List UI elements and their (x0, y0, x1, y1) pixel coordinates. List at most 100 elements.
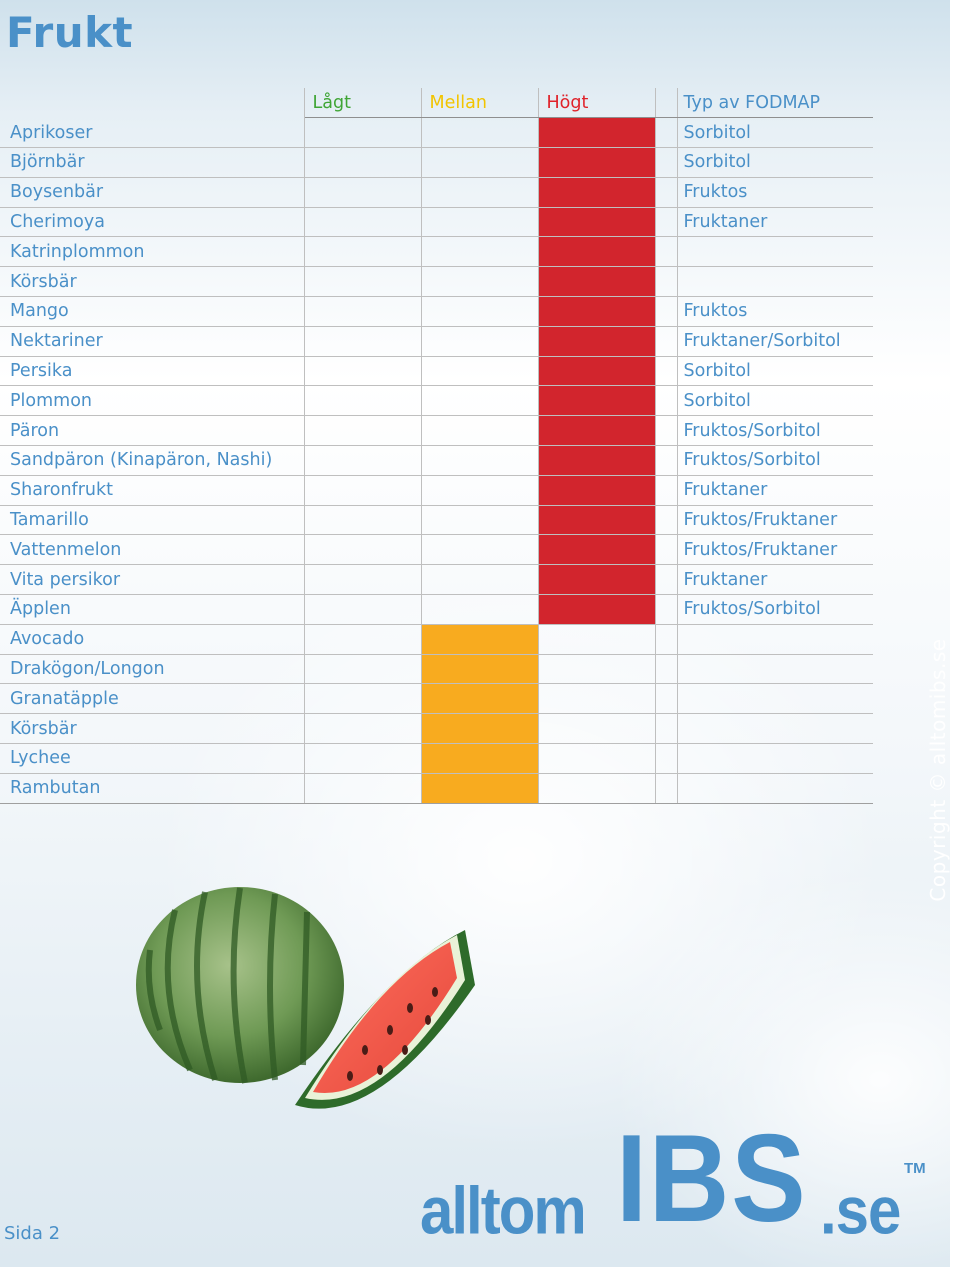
gap-cell (655, 505, 678, 536)
fruit-name-cell: Granatäpple (0, 683, 305, 715)
fruit-name-cell: Cherimoya (0, 207, 305, 238)
gap-cell (655, 415, 678, 447)
level-high-cell (538, 296, 656, 327)
table-row: Plommon Sorbitol (0, 385, 873, 417)
level-low-cell (304, 147, 422, 178)
level-high-cell (538, 207, 656, 238)
level-high-cell (538, 505, 656, 536)
level-high-cell (538, 385, 656, 417)
level-mid-cell (421, 713, 539, 745)
gap-cell (655, 236, 678, 268)
fodmap-type-cell: Sorbitol (677, 147, 873, 178)
table-row: Björnbär Sorbitol (0, 147, 873, 178)
level-mid-cell (421, 624, 539, 655)
fodmap-type-cell: Fruktos/Sorbitol (677, 415, 873, 447)
fruit-name-cell: Avocado (0, 624, 305, 655)
fruit-name-cell: Körsbär (0, 266, 305, 298)
level-low-cell (304, 773, 422, 804)
gap-cell (655, 177, 678, 208)
fruit-name-cell: Persika (0, 356, 305, 387)
level-mid-cell (421, 385, 539, 417)
gap-cell (655, 683, 678, 715)
level-high-cell (538, 236, 656, 268)
gap-cell (655, 534, 678, 566)
level-high-cell (538, 594, 656, 625)
table-row: Körsbär (0, 713, 873, 745)
level-low-cell (304, 713, 422, 745)
table-row: Lychee (0, 743, 873, 774)
fruit-name-cell: Vita persikor (0, 564, 305, 596)
level-low-cell (304, 415, 422, 447)
level-mid-cell (421, 296, 539, 327)
header-name-cell (0, 88, 305, 118)
fodmap-type-cell: Sorbitol (677, 356, 873, 387)
level-high-cell (538, 147, 656, 178)
fodmap-type-cell (677, 624, 873, 655)
table-row: Vattenmelon Fruktos/Fruktaner (0, 534, 873, 566)
fodmap-type-cell: Fruktaner (677, 207, 873, 238)
gap-cell (655, 654, 678, 685)
level-mid-cell (421, 207, 539, 238)
table-row: Boysenbär Fruktos (0, 177, 873, 208)
level-low-cell (304, 445, 422, 476)
gap-cell (655, 385, 678, 417)
fodmap-type-cell (677, 654, 873, 685)
level-low-cell (304, 236, 422, 268)
level-mid-cell (421, 773, 539, 804)
table-row: Drakögon/Longon (0, 654, 873, 685)
table-row: Mango Fruktos (0, 296, 873, 327)
level-mid-cell (421, 683, 539, 715)
level-high-cell (538, 177, 656, 208)
header-mid: Mellan (421, 88, 539, 119)
table-row: Rambutan (0, 773, 873, 804)
fruit-name-cell: Björnbär (0, 147, 305, 178)
fruit-name-cell: Sharonfrukt (0, 475, 305, 506)
level-high-cell (538, 117, 656, 149)
gap-cell (655, 713, 678, 745)
level-mid-cell (421, 743, 539, 774)
fruit-name-cell: Katrinplommon (0, 236, 305, 268)
fodmap-type-cell: Fruktaner/Sorbitol (677, 326, 873, 357)
level-high-cell (538, 415, 656, 447)
fruit-name-cell: Aprikoser (0, 117, 305, 149)
table-row: Vita persikor Fruktaner (0, 564, 873, 596)
gap-cell (655, 743, 678, 774)
level-mid-cell (421, 475, 539, 506)
level-low-cell (304, 326, 422, 357)
header-type: Typ av FODMAP (677, 88, 873, 119)
level-high-cell (538, 534, 656, 566)
logo-text-alltom: alltom (420, 1173, 587, 1249)
logo-text-se: .se (820, 1173, 901, 1249)
gap-cell (655, 594, 678, 625)
gap-cell (655, 147, 678, 178)
table-row: Granatäpple (0, 683, 873, 715)
level-mid-cell (421, 505, 539, 536)
gap-cell (655, 207, 678, 238)
level-high-cell (538, 713, 656, 745)
gap-cell (655, 624, 678, 655)
table-row: Aprikoser Sorbitol (0, 117, 873, 149)
table-header-row: Lågt Mellan Högt Typ av FODMAP (0, 88, 873, 119)
header-low: Lågt (304, 88, 422, 119)
table-row: Äpplen Fruktos/Sorbitol (0, 594, 873, 625)
level-high-cell (538, 475, 656, 506)
level-low-cell (304, 624, 422, 655)
level-low-cell (304, 296, 422, 327)
fodmap-type-cell (677, 743, 873, 774)
level-low-cell (304, 207, 422, 238)
fruit-name-cell: Plommon (0, 385, 305, 417)
level-high-cell (538, 654, 656, 685)
fruit-name-cell: Drakögon/Longon (0, 654, 305, 685)
fodmap-type-cell: Fruktos (677, 177, 873, 208)
level-high-cell (538, 326, 656, 357)
fruit-name-cell: Nektariner (0, 326, 305, 357)
level-mid-cell (421, 236, 539, 268)
fruit-name-cell: Lychee (0, 743, 305, 774)
gap-cell (655, 296, 678, 327)
fruit-name-cell: Sandpäron (Kinapäron, Nashi) (0, 445, 305, 476)
fruit-name-cell: Körsbär (0, 713, 305, 745)
table-row: Sharonfrukt Fruktaner (0, 475, 873, 506)
level-low-cell (304, 266, 422, 298)
level-low-cell (304, 564, 422, 596)
level-low-cell (304, 654, 422, 685)
